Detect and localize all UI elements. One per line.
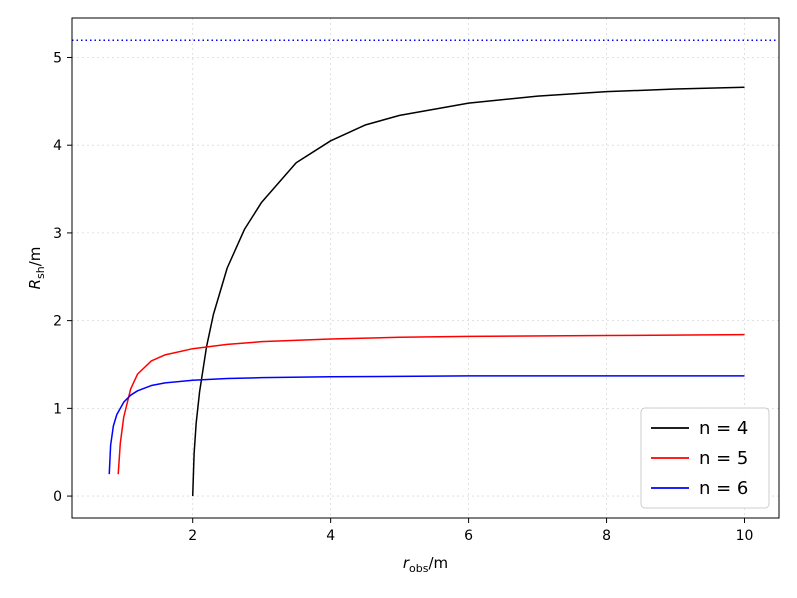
x-tick-label: 10 [736,528,754,544]
x-axis-label-main: r [403,554,410,572]
series-group [108,86,745,497]
x-tick-label: 2 [188,528,197,544]
y-axis: 0 1 2 3 4 5 [53,50,72,505]
legend-label-3: n = 6 [699,478,748,499]
legend-box [640,407,770,509]
series-line-3 [108,375,745,475]
x-tick-label: 6 [464,528,473,544]
y-tick-label: 4 [53,138,62,154]
x-tick-label: 4 [326,528,335,544]
legend: n = 4 n = 5 n = 6 [640,407,770,509]
y-axis-label-suffix: /m [26,247,44,267]
y-tick-label: 0 [53,489,62,505]
y-tick-label: 3 [53,226,62,242]
x-tick-label: 8 [602,528,611,544]
y-axis-label: Rsh/m [26,247,47,290]
x-axis-label: robs/m [403,554,448,575]
plot-frame [71,17,780,519]
legend-label-1: n = 4 [699,418,748,439]
y-tick-label: 2 [53,314,62,330]
y-tick-label: 1 [53,401,62,417]
y-axis-label-sub: sh [34,266,47,279]
legend-label-2: n = 5 [699,448,748,469]
y-tick-label: 5 [53,50,62,66]
x-axis: 2 4 6 8 10 [188,518,753,544]
x-axis-label-sub: obs [409,562,429,575]
x-axis-label-suffix: /m [428,554,448,572]
series-line-2 [117,333,745,475]
y-axis-label-main: R [26,279,44,289]
series-line-1 [191,86,745,497]
